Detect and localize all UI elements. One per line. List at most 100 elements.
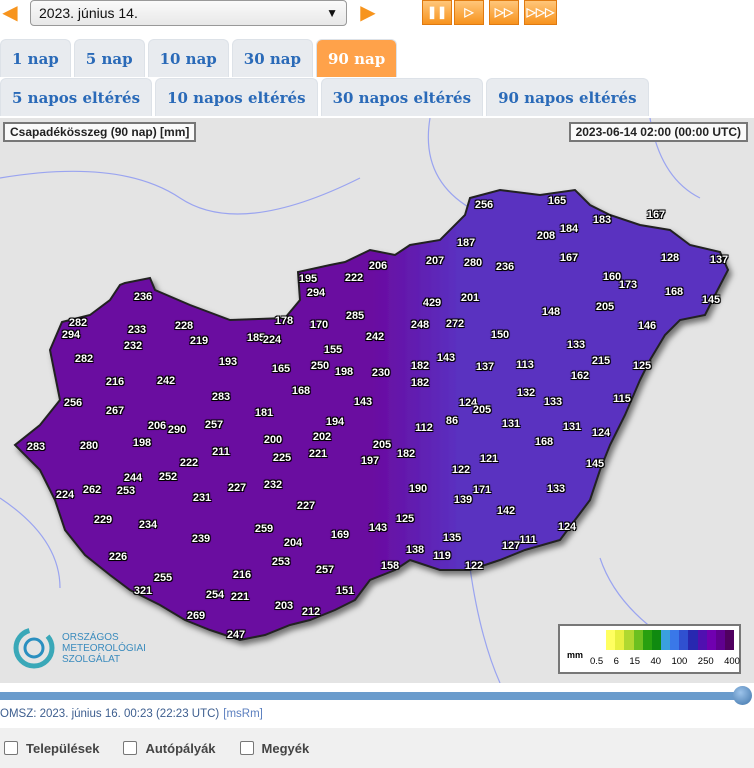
station-value: 234	[138, 519, 158, 531]
legend-swatch	[706, 630, 716, 650]
station-value: 294	[306, 287, 326, 299]
station-value: 252	[158, 471, 178, 483]
play-button[interactable]: ▷	[454, 0, 484, 25]
station-value: 253	[116, 485, 136, 497]
option-megyek[interactable]: Megyék	[239, 741, 309, 756]
tab-30-nap[interactable]: 30 nap	[231, 39, 313, 77]
tab-10-nap[interactable]: 10 nap	[147, 39, 229, 77]
tab-1-nap[interactable]: 1 nap	[0, 39, 71, 77]
station-value: 168	[534, 436, 554, 448]
toolbar: ◀ 2023. június 14. ▼ ▶ ❚❚ ▷ ▷▷ ▷▷▷	[0, 0, 754, 30]
logo-line-1: ORSZÁGOS	[62, 631, 119, 643]
station-value: 135	[442, 532, 462, 544]
station-value: 255	[153, 572, 173, 584]
tab-5-nap[interactable]: 5 nap	[73, 39, 145, 77]
fastest-play-button[interactable]: ▷▷▷	[524, 0, 557, 25]
anomaly-tabs: 5 napos eltérés 10 napos eltérés 30 napo…	[0, 78, 649, 116]
station-value: 150	[490, 329, 510, 341]
station-value: 205	[595, 301, 615, 313]
fast-play-button[interactable]: ▷▷	[489, 0, 519, 25]
station-value: 198	[334, 366, 354, 378]
station-value: 269	[186, 610, 206, 622]
chevron-down-icon: ▼	[326, 6, 338, 20]
station-value: 203	[274, 600, 294, 612]
station-value: 236	[133, 291, 153, 303]
legend-tick: 0.5	[590, 656, 604, 667]
legend-swatch	[633, 630, 643, 650]
station-value: 257	[315, 564, 335, 576]
prev-day-button[interactable]: ◀	[0, 2, 20, 24]
color-legend: mm 0.5 6 15 40 100 250 400	[558, 624, 741, 674]
station-value: 256	[63, 397, 83, 409]
station-value: 170	[309, 319, 329, 331]
station-value: 112	[415, 422, 433, 434]
map-timestamp: 2023-06-14 02:00 (00:00 UTC)	[568, 122, 748, 142]
station-value: 294	[61, 329, 81, 341]
station-value: 290	[167, 424, 187, 436]
legend-swatch	[715, 630, 725, 650]
checkbox[interactable]	[123, 741, 138, 755]
station-value: 128	[660, 252, 680, 264]
station-value: 207	[425, 255, 445, 267]
station-value: 165	[547, 195, 567, 207]
tab-10-napos-elteres[interactable]: 10 napos eltérés	[155, 78, 318, 116]
option-label: Autópályák	[145, 740, 216, 756]
option-telepulesek[interactable]: Települések	[4, 741, 99, 756]
station-value: 222	[344, 272, 364, 284]
station-value: 143	[436, 352, 456, 364]
omsz-logo: ORSZÁGOS METEOROLÓGIAI SZOLGÁLAT	[12, 624, 146, 672]
station-value: 131	[562, 421, 582, 433]
legend-ticks: 0.5 6 15 40 100 250 400	[590, 656, 740, 667]
station-value: 206	[368, 260, 388, 272]
station-value: 124	[591, 427, 611, 439]
station-value: 227	[227, 482, 247, 494]
timeline-slider[interactable]	[0, 692, 744, 700]
checkbox[interactable]	[4, 741, 18, 755]
station-value: 113	[516, 359, 534, 371]
station-value: 285	[345, 310, 365, 322]
station-value: 242	[365, 331, 385, 343]
legend-tick: 400	[724, 656, 740, 667]
station-value: 228	[174, 320, 194, 332]
station-value: 253	[271, 556, 291, 568]
station-value: 254	[205, 589, 225, 601]
tab-30-napos-elteres[interactable]: 30 napos eltérés	[320, 78, 484, 116]
station-value: 124	[458, 397, 478, 409]
station-value: 280	[79, 440, 99, 452]
legend-swatch	[724, 630, 735, 650]
tab-5-napos-elteres[interactable]: 5 napos eltérés	[0, 78, 153, 116]
station-value: 280	[463, 257, 483, 269]
station-value: 211	[212, 446, 230, 458]
tab-90-nap[interactable]: 90 nap	[316, 39, 398, 77]
station-value: 244	[123, 472, 143, 484]
station-value: 193	[218, 356, 238, 368]
precipitation-map[interactable]: Csapadékösszeg (90 nap) [mm] 2023-06-14 …	[0, 118, 754, 683]
station-value: 231	[192, 492, 212, 504]
station-value: 146	[637, 320, 657, 332]
pause-button[interactable]: ❚❚	[422, 0, 452, 25]
option-label: Települések	[26, 740, 100, 756]
station-value: 133	[546, 483, 566, 495]
checkbox[interactable]	[239, 741, 254, 755]
station-value: 127	[501, 540, 521, 552]
option-autopalyak[interactable]: Autópályák	[123, 740, 216, 756]
station-value: 201	[460, 292, 480, 304]
legend-tick: 100	[671, 656, 688, 667]
station-value: 242	[156, 375, 176, 387]
timeline-slider-handle[interactable]	[733, 686, 752, 705]
legend-swatch	[688, 630, 698, 650]
station-value: 145	[585, 458, 605, 470]
station-value: 212	[301, 606, 321, 618]
station-value: 168	[291, 385, 311, 397]
next-day-button[interactable]: ▶	[358, 2, 378, 24]
tab-90-napos-elteres[interactable]: 90 napos eltérés	[486, 78, 649, 116]
station-value: 226	[108, 551, 128, 563]
station-value: 165	[271, 363, 291, 375]
station-value: 206	[147, 420, 167, 432]
legend-swatch	[615, 630, 625, 650]
station-value: 195	[298, 273, 318, 285]
date-select[interactable]: 2023. június 14. ▼	[30, 0, 347, 26]
station-value: 230	[371, 367, 391, 379]
station-value: 224	[55, 489, 75, 501]
status-text: OMSZ: 2023. június 16. 00:23 (22:23 UTC)	[0, 708, 220, 720]
